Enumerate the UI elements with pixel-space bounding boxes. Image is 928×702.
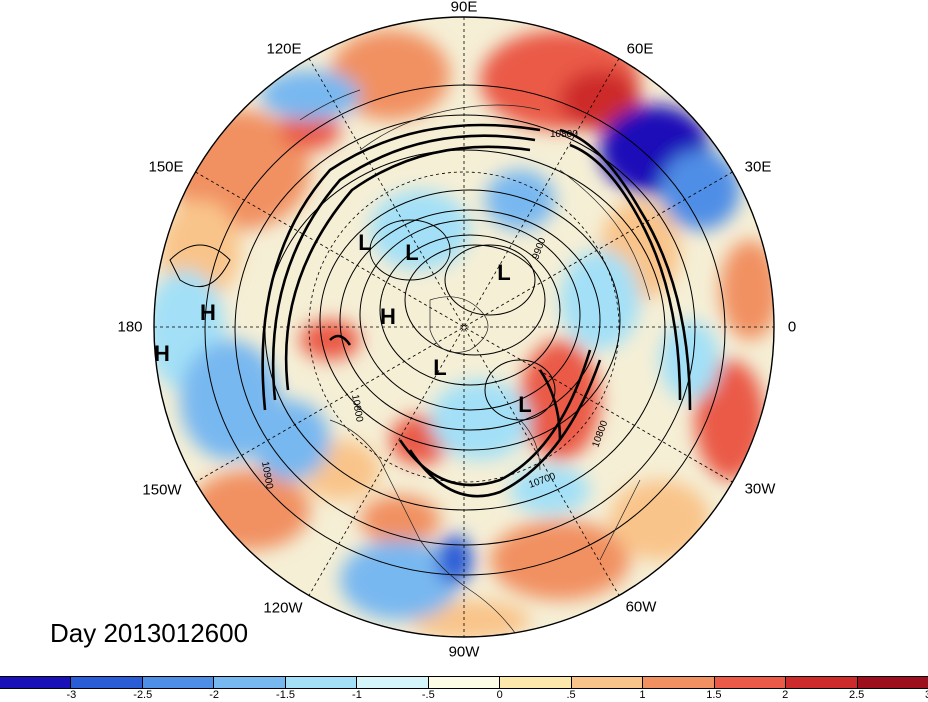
colorbar-swatch (857, 677, 928, 688)
contour-label: 10900 (259, 461, 275, 491)
colorbar-swatch (714, 677, 787, 688)
height-contours (169, 84, 726, 576)
high-pressure-marker: H (200, 300, 216, 325)
longitude-label-150e: 150E (148, 158, 184, 176)
colorbar-swatch (786, 677, 858, 688)
contour-label: 10800 (550, 129, 578, 140)
colorbar-tick-label: -2.5 (133, 689, 153, 701)
colorbar-tick-label: 0 (496, 689, 503, 701)
colorbar-tick-label: -3 (66, 689, 77, 701)
low-pressure-marker: L (518, 392, 531, 417)
longitude-label-30e: 30E (744, 158, 772, 176)
longitude-label-60e: 60E (626, 40, 654, 58)
colorbar-tick-label: 2.5 (848, 689, 865, 701)
longitude-label-30w: 30W (744, 480, 776, 498)
longitude-label-120w: 120W (263, 599, 303, 617)
longitude-label-90w: 90W (448, 643, 480, 661)
longitude-label-150w: 150W (142, 481, 182, 499)
colorbar-swatch (0, 677, 72, 688)
map-boundary (153, 16, 775, 638)
day-label: Day 2013012600 (50, 618, 249, 648)
high-pressure-marker: H (154, 341, 170, 366)
longitude-label-0: 0 (787, 318, 797, 336)
colorbar-tick-label: 1 (639, 689, 646, 701)
graticule (154, 17, 774, 637)
colorbar-tick-label: -.5 (421, 689, 435, 701)
colorbar-tick-label: 2 (782, 689, 789, 701)
colorbar-tick-label: -2 (209, 689, 220, 701)
longitude-label-90e: 90E (450, 0, 478, 16)
colorbar-swatch (643, 677, 715, 688)
colorbar (0, 676, 928, 689)
low-pressure-marker: L (497, 260, 510, 285)
colorbar-swatch (71, 677, 143, 688)
colorbar-tick-label: -1 (352, 689, 362, 701)
longitude-label-120e: 120E (266, 40, 302, 58)
coastlines (299, 89, 651, 637)
colorbar-tick-label: -1.5 (276, 689, 296, 701)
colorbar-swatch (142, 677, 215, 688)
colorbar-swatch (214, 677, 286, 688)
low-pressure-marker: L (433, 355, 446, 380)
colorbar-swatch (428, 677, 501, 688)
colorbar-swatch (571, 677, 644, 688)
longitude-label-60w: 60W (625, 598, 657, 616)
colorbar-tick-label: 1.5 (706, 689, 722, 701)
colorbar-swatch (285, 677, 358, 688)
low-pressure-marker: L (405, 240, 418, 265)
colorbar-swatch (500, 677, 572, 688)
low-pressure-marker: L (358, 230, 371, 255)
colorbar-tick-label: .5 (566, 689, 576, 701)
longitude-label-180: 180 (117, 318, 143, 336)
contour-label: 10800 (349, 394, 365, 424)
colorbar-tick-label: 3 (925, 689, 928, 701)
high-pressure-marker: H (380, 304, 396, 329)
colorbar-swatch (357, 677, 429, 688)
